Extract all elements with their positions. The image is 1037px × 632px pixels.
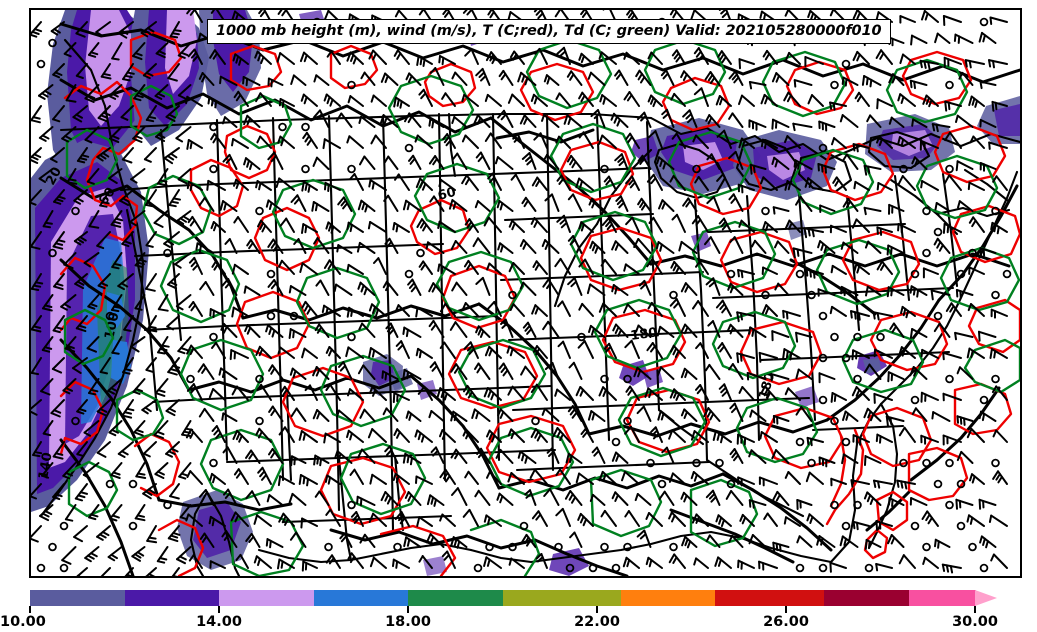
colorbar-tick-label: 10.00 (0, 614, 46, 630)
colorbar-tick-label: 14.00 (196, 614, 242, 630)
colorbar-tick (974, 606, 976, 613)
colorbar-segment (502, 590, 622, 606)
svg-text:180: 180 (629, 325, 658, 344)
colorbar-over-arrow (975, 590, 997, 606)
map-canvas: 20 60 100 140 180 60 180 (31, 10, 1020, 576)
colorbar-tick (407, 606, 409, 613)
map-panel[interactable]: 20 60 100 140 180 60 180 (29, 8, 1022, 578)
colorbar[interactable]: 10.00 14.00 18.00 22.00 26.00 30.00 (0, 586, 1037, 632)
colorbar-tick-label: 22.00 (574, 614, 620, 630)
colorbar-segment (219, 590, 315, 606)
colorbar-segment (715, 590, 825, 606)
svg-text:140: 140 (36, 451, 55, 480)
colorbar-tick-label: 30.00 (952, 614, 998, 630)
colorbar-segment (620, 590, 716, 606)
colorbar-tick-label: 26.00 (763, 614, 809, 630)
colorbar-segment (124, 590, 220, 606)
colorbar-gradient (30, 590, 997, 606)
colorbar-segment (313, 590, 409, 606)
colorbar-tick (29, 606, 31, 613)
colorbar-tick (596, 606, 598, 613)
colorbar-segment (823, 590, 910, 606)
colorbar-tick (218, 606, 220, 613)
dewpoint-contours (63, 38, 1020, 576)
colorbar-tick-label: 18.00 (385, 614, 431, 630)
plot-title: 1000 mb height (m), wind (m/s), T (C;red… (216, 23, 882, 39)
colorbar-segment (908, 590, 976, 606)
colorbar-tick-axis: 10.00 14.00 18.00 22.00 26.00 30.00 (0, 606, 1037, 632)
colorbar-tick (785, 606, 787, 613)
colorbar-segment (30, 590, 126, 606)
plot-title-box: 1000 mb height (m), wind (m/s), T (C;red… (207, 19, 891, 44)
height-contours (59, 22, 1020, 576)
colorbar-segment (408, 590, 504, 606)
